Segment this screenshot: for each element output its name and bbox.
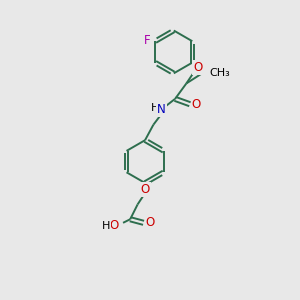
Text: CH₃: CH₃ <box>209 68 230 78</box>
Text: O: O <box>140 183 150 196</box>
Text: N: N <box>157 103 166 116</box>
Text: O: O <box>192 98 201 111</box>
Text: F: F <box>144 34 150 47</box>
Text: H: H <box>102 221 111 231</box>
Text: H: H <box>151 103 159 113</box>
Text: O: O <box>146 216 155 229</box>
Text: O: O <box>109 219 118 232</box>
Text: O: O <box>193 61 202 74</box>
